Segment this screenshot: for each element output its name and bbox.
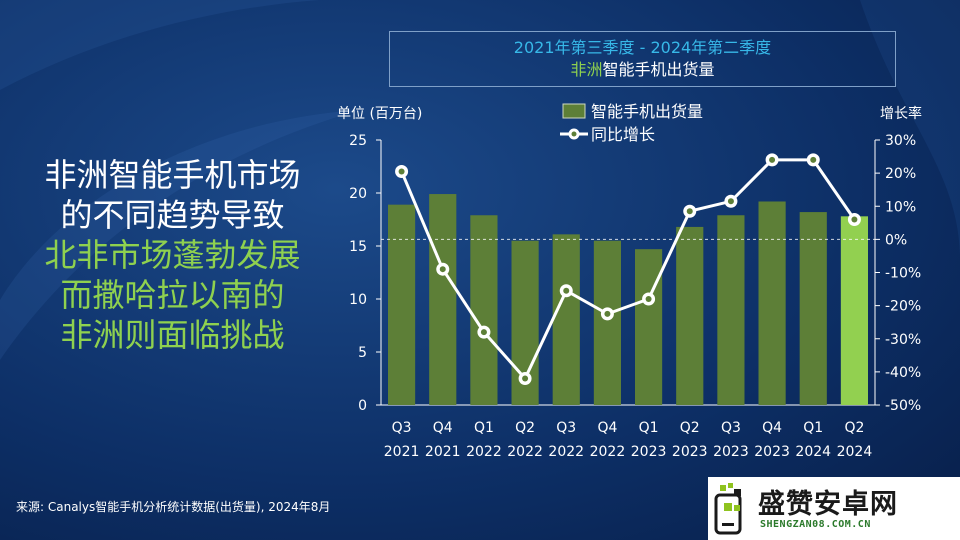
legend-line-marker-center bbox=[571, 131, 577, 137]
y-tick-label-left: 0 bbox=[358, 398, 367, 414]
source-note: 来源: Canalys智能手机分析统计数据(出货量), 2024年8月 bbox=[16, 500, 331, 514]
line-point-center bbox=[645, 296, 652, 302]
headline-line-accent: 北非市场蓬勃发展 bbox=[44, 236, 301, 274]
y-axis-title-left: 单位 (百万台) bbox=[337, 106, 422, 122]
line-point-center bbox=[398, 168, 405, 175]
line-point-center bbox=[604, 310, 611, 317]
x-tick-label-quarter: Q2 bbox=[844, 420, 864, 436]
x-tick-label-year: 2021 bbox=[384, 444, 420, 460]
x-tick-label-year: 2021 bbox=[425, 444, 461, 460]
bar bbox=[593, 240, 622, 405]
bar bbox=[387, 204, 416, 405]
y-tick-label-right: 30% bbox=[885, 133, 916, 149]
bar bbox=[470, 215, 498, 405]
y-tick-label-right: -40% bbox=[885, 365, 921, 381]
y-tick-label-right: -20% bbox=[885, 299, 921, 315]
x-tick-label-year: 2023 bbox=[631, 444, 667, 460]
headline-line: 的不同趋势导致 bbox=[60, 196, 285, 234]
chart-title-period: 2021年第三季度 - 2024年第二季度 bbox=[513, 38, 772, 57]
headline-line-accent: 而撒哈拉以南的 bbox=[60, 276, 285, 314]
y-tick-label-right: 20% bbox=[885, 166, 916, 182]
x-tick-label-quarter: Q1 bbox=[474, 420, 494, 436]
line-point-center bbox=[727, 198, 734, 205]
bar bbox=[799, 212, 827, 405]
y-tick-label-right: 0% bbox=[885, 232, 907, 248]
x-tick-label-quarter: Q3 bbox=[721, 420, 741, 436]
phone-logo-icon bbox=[714, 483, 742, 535]
line-point-center bbox=[522, 375, 529, 382]
bar bbox=[429, 194, 457, 405]
line-point-center bbox=[810, 156, 817, 163]
x-tick-label-year: 2023 bbox=[754, 444, 790, 460]
x-tick-label-year: 2022 bbox=[548, 444, 584, 460]
chart-title-metric: 智能手机出货量 bbox=[602, 60, 715, 79]
bar bbox=[717, 215, 745, 405]
line-point-center bbox=[480, 329, 487, 336]
y-tick-label-right: 10% bbox=[885, 199, 916, 215]
x-tick-label-quarter: Q1 bbox=[639, 420, 659, 436]
headline-line: 非洲智能手机市场 bbox=[44, 156, 301, 194]
swoosh-decoration bbox=[860, 0, 960, 260]
y-tick-label-right: -10% bbox=[885, 266, 921, 282]
x-tick-label-year: 2023 bbox=[713, 444, 749, 460]
x-tick-label-quarter: Q4 bbox=[597, 420, 617, 436]
bar bbox=[758, 201, 786, 405]
watermark: 盛赞安卓网 SHENGZAN08.COM.CN bbox=[708, 477, 960, 540]
y-tick-label-left: 10 bbox=[349, 292, 367, 308]
x-tick-label-year: 2024 bbox=[795, 444, 831, 460]
x-tick-label-quarter: Q2 bbox=[680, 420, 700, 436]
y-tick-label-left: 25 bbox=[349, 133, 367, 149]
headline-line-accent: 非洲则面临挑战 bbox=[60, 316, 285, 354]
line-point-center bbox=[439, 266, 446, 273]
bar bbox=[634, 249, 663, 405]
swoosh-decoration bbox=[0, 0, 440, 90]
x-tick-label-quarter: Q4 bbox=[762, 420, 782, 436]
watermark-name: 盛赞安卓网 bbox=[758, 489, 898, 520]
legend-line-label: 同比增长 bbox=[591, 125, 655, 144]
x-tick-label-quarter: Q1 bbox=[803, 420, 823, 436]
y-tick-label-right: -30% bbox=[885, 332, 921, 348]
x-tick-label-quarter: Q2 bbox=[515, 420, 535, 436]
chart-title-subject: 非洲智能手机出货量 bbox=[390, 59, 895, 81]
bar bbox=[676, 226, 704, 405]
headline: 非洲智能手机市场 的不同趋势导致 北非市场蓬勃发展 而撒哈拉以南的 非洲则面临挑… bbox=[20, 155, 325, 355]
line-point-center bbox=[769, 156, 776, 163]
y-tick-label-left: 20 bbox=[349, 186, 367, 202]
y-axis-title-right: 增长率 bbox=[880, 105, 922, 122]
series-line-yoy bbox=[400, 158, 856, 382]
bar bbox=[840, 216, 869, 405]
x-tick-label-year: 2022 bbox=[466, 444, 502, 460]
chart-title-box: 2021年第三季度 - 2024年第二季度 非洲智能手机出货量 bbox=[389, 31, 896, 87]
swoosh-decoration bbox=[0, 110, 360, 360]
x-tick-label-quarter: Q4 bbox=[433, 420, 453, 436]
line-point-center bbox=[563, 287, 570, 294]
x-tick-label-quarter: Q3 bbox=[556, 420, 576, 436]
legend-bar-label: 智能手机出货量 bbox=[591, 102, 703, 121]
y-tick-label-right: -50% bbox=[885, 398, 921, 414]
line-point-center bbox=[686, 208, 693, 215]
x-tick-label-year: 2024 bbox=[837, 444, 873, 460]
y-tick-label-left: 15 bbox=[349, 239, 367, 255]
chart-title-region: 非洲 bbox=[570, 60, 603, 79]
x-tick-label-year: 2022 bbox=[507, 444, 543, 460]
y-tick-label-left: 5 bbox=[358, 345, 367, 361]
x-tick-label-year: 2022 bbox=[590, 444, 626, 460]
watermark-url: SHENGZAN08.COM.CN bbox=[760, 519, 871, 530]
x-tick-label-quarter: Q3 bbox=[392, 420, 412, 436]
x-tick-label-year: 2023 bbox=[672, 444, 708, 460]
line-point-center bbox=[851, 216, 858, 223]
bar bbox=[552, 234, 580, 405]
legend-bar-swatch bbox=[562, 103, 586, 119]
